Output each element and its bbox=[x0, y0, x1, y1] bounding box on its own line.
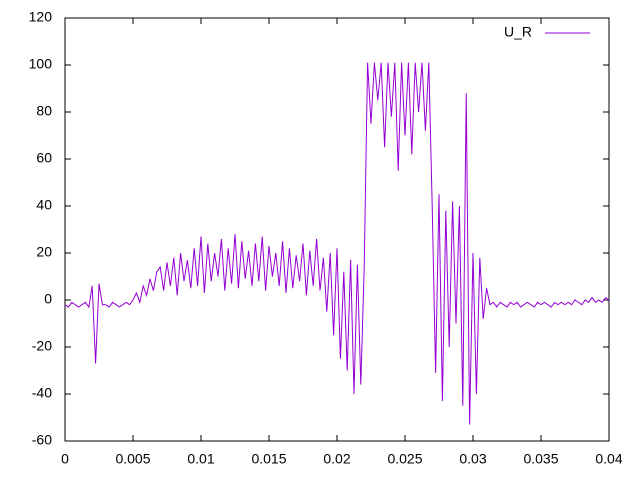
y-tick-label: 60 bbox=[36, 150, 52, 166]
x-tick-label: 0.04 bbox=[595, 451, 622, 467]
x-tick-label: 0.02 bbox=[323, 451, 350, 467]
x-tick-label: 0.035 bbox=[523, 451, 558, 467]
y-tick-label: 100 bbox=[29, 56, 53, 72]
y-tick-label: 40 bbox=[36, 197, 52, 213]
y-tick-label: 0 bbox=[44, 291, 52, 307]
legend-label: U_R bbox=[504, 24, 532, 40]
x-tick-label: 0.015 bbox=[251, 451, 286, 467]
x-tick-label: 0.03 bbox=[459, 451, 486, 467]
y-tick-label: -20 bbox=[32, 338, 52, 354]
y-tick-label: 120 bbox=[29, 9, 53, 25]
plot-border bbox=[64, 17, 610, 442]
x-tick-label: 0.025 bbox=[387, 451, 422, 467]
x-tick-label: 0 bbox=[61, 451, 69, 467]
data-line bbox=[64, 62, 610, 425]
y-tick-label: 20 bbox=[36, 244, 52, 260]
y-tick-label: -40 bbox=[32, 385, 52, 401]
y-tick-label: 80 bbox=[36, 103, 52, 119]
x-tick-label: 0.01 bbox=[187, 451, 214, 467]
y-tick-label: -60 bbox=[32, 432, 52, 448]
x-tick-label: 0.005 bbox=[115, 451, 150, 467]
